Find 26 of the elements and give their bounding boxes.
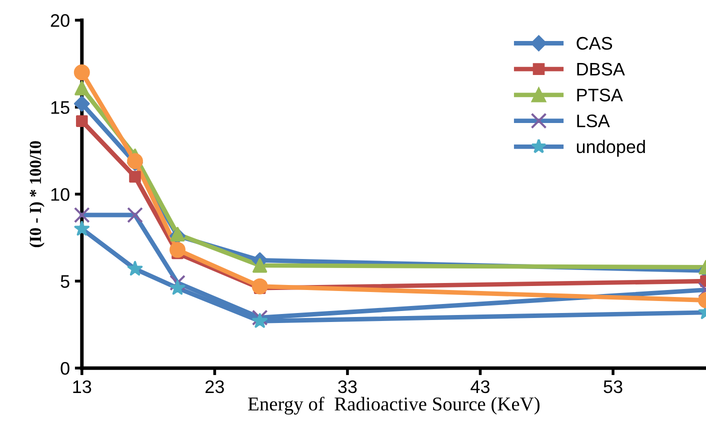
point bbox=[252, 310, 268, 326]
legend-label: CAS bbox=[576, 36, 612, 50]
y-tick-label: 10 bbox=[51, 188, 70, 201]
point bbox=[74, 80, 90, 96]
x-tick-label: 53 bbox=[604, 380, 622, 394]
x-tick-label: 13 bbox=[73, 380, 92, 394]
legend-label: PTSA bbox=[577, 88, 623, 102]
legend-label: DBSA bbox=[577, 62, 625, 76]
point bbox=[170, 274, 186, 291]
point bbox=[129, 170, 141, 183]
y-tick-label: 5 bbox=[60, 275, 70, 288]
point bbox=[76, 115, 88, 127]
y-tick-label: 20 bbox=[50, 14, 70, 27]
point bbox=[127, 207, 143, 224]
x-axis-title: Energy of Radioactive Source (KeV) bbox=[248, 396, 540, 415]
x-tick-label: 43 bbox=[470, 380, 490, 394]
y-axis-title: (I0 - I) * 100/I0 bbox=[29, 141, 44, 248]
point bbox=[74, 96, 90, 112]
point bbox=[74, 207, 90, 224]
legend-label: undoped bbox=[576, 140, 645, 157]
y-tick-label: 15 bbox=[51, 101, 70, 114]
point bbox=[252, 258, 268, 273]
legend-label: LSA bbox=[577, 114, 610, 128]
x-tick-label: 33 bbox=[338, 380, 357, 394]
y-tick-label: 0 bbox=[60, 362, 70, 375]
x-tick-label: 23 bbox=[206, 380, 224, 394]
